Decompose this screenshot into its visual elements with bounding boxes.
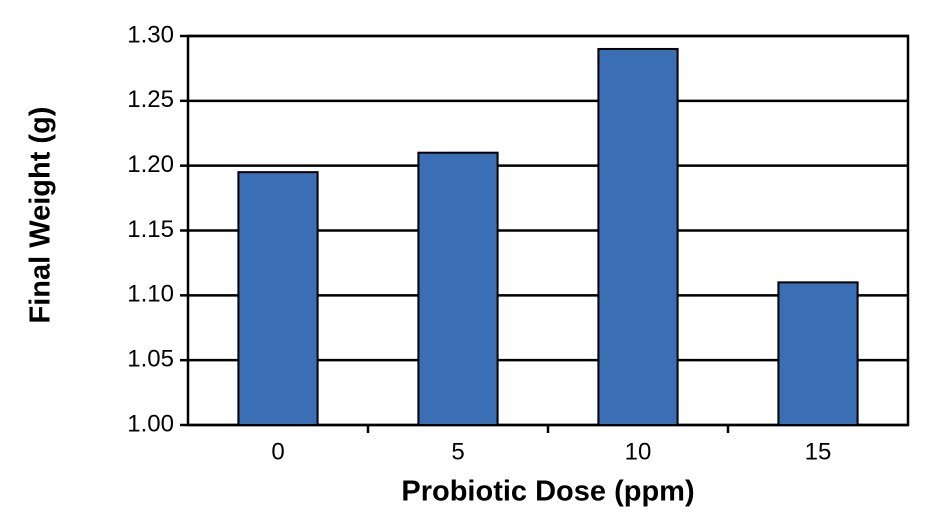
bar <box>597 47 679 426</box>
y-tick-label: 1.15 <box>127 216 174 243</box>
x-tick-label: 0 <box>271 438 284 465</box>
y-tick-label: 1.05 <box>127 346 174 373</box>
bar <box>777 281 859 426</box>
y-tick-label: 1.25 <box>127 86 174 113</box>
x-tick-label: 15 <box>805 438 832 465</box>
y-tick-label: 1.20 <box>127 151 174 178</box>
x-tick-label: 5 <box>451 438 464 465</box>
x-tick-label: 10 <box>625 438 652 465</box>
y-axis-title: Final Weight (g) <box>25 107 57 324</box>
y-tick-label: 1.30 <box>127 21 174 48</box>
bar <box>237 171 319 426</box>
y-tick-label: 1.10 <box>127 281 174 308</box>
bar <box>417 151 499 426</box>
x-axis-title: Probiotic Dose (ppm) <box>401 476 694 508</box>
y-tick-label: 1.00 <box>127 410 174 437</box>
